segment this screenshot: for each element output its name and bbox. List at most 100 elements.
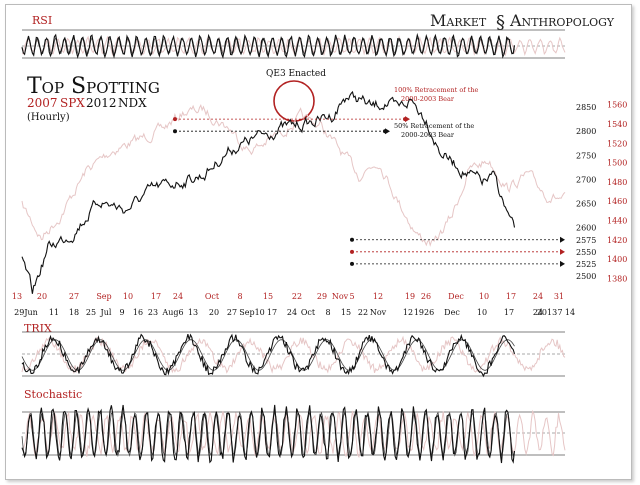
retr50-line1: 50% Retracement of the bbox=[394, 122, 474, 130]
spx-tick-1420: 1420 bbox=[607, 236, 627, 245]
x-tick-2012-2: 18 bbox=[69, 308, 79, 317]
x-tick-2012-14: 24 bbox=[287, 308, 297, 317]
ndx-tick-2500: 2500 bbox=[576, 272, 596, 281]
subtitle-prefix: 2007 bbox=[27, 96, 58, 110]
spx-tick-1480: 1480 bbox=[607, 178, 627, 187]
subtitle-suffix: NDX bbox=[118, 96, 147, 110]
x-tick-2012-3: 25 bbox=[86, 308, 96, 317]
x-tick-2007-15: 19 bbox=[405, 292, 415, 301]
x-tick-2012-8: Aug6 bbox=[161, 308, 183, 317]
ndx-tick-2650: 2650 bbox=[576, 200, 596, 209]
level-2575-dot bbox=[350, 237, 354, 242]
ndx-tick-2525: 2525 bbox=[576, 260, 596, 269]
x-tick-2007-20: 24 bbox=[533, 292, 543, 301]
x-tick-2007-4: 10 bbox=[123, 292, 133, 301]
ndx-tick-2700: 2700 bbox=[576, 175, 596, 184]
x-tick-2007-7: Oct bbox=[205, 292, 220, 301]
level-100pct-end-dot bbox=[403, 117, 407, 122]
x-tick-2012-20: 12 bbox=[403, 308, 413, 317]
x-tick-2012-19: Nov bbox=[370, 308, 387, 317]
level-2550-dot bbox=[350, 249, 354, 254]
x-tick-2012-0: 29Jun bbox=[14, 308, 38, 317]
x-tick-2007-3: Sep bbox=[96, 292, 111, 301]
ndx-tick-2600: 2600 bbox=[576, 224, 596, 233]
spx-tick-1380: 1380 bbox=[607, 274, 627, 283]
x-tick-2012-17: 15 bbox=[341, 308, 351, 317]
x-tick-2007-21: 31 bbox=[554, 292, 564, 301]
level-100pct-retracement-dot bbox=[173, 117, 177, 122]
trix-panel bbox=[21, 331, 566, 378]
chart-subtitle2: (Hourly) bbox=[27, 112, 70, 123]
x-tick-2012-11: 27 bbox=[227, 308, 237, 317]
x-tick-2007-1: 20 bbox=[37, 292, 47, 301]
oscillator-2012-line bbox=[21, 333, 516, 378]
x-tick-2007-13: 5 bbox=[349, 292, 354, 301]
series-2007-spx-line bbox=[21, 103, 566, 247]
level-2575-arrow bbox=[560, 236, 565, 243]
chart-subtitle: 2007 SPX 2012 NDX bbox=[27, 96, 147, 110]
qe3-annotation: QE3 Enacted bbox=[266, 69, 326, 79]
x-tick-2012-10: 20 bbox=[209, 308, 219, 317]
spx-tick-1560: 1560 bbox=[607, 101, 627, 110]
oscillator-2007-line bbox=[21, 35, 566, 57]
spx-tick-1400: 1400 bbox=[607, 255, 627, 264]
x-tick-2012-5: 9 bbox=[119, 308, 124, 317]
x-tick-2012-21: 1926 bbox=[414, 308, 434, 317]
rsi-label: RSI bbox=[32, 14, 52, 27]
chart-title: Top Spotting bbox=[27, 74, 160, 99]
spx-tick-1540: 1540 bbox=[607, 120, 627, 129]
x-tick-2012-16: 8 bbox=[325, 308, 330, 317]
ndx-tick-2575: 2575 bbox=[576, 236, 596, 245]
brand-symbol: § bbox=[496, 12, 505, 33]
qe3-circle bbox=[273, 80, 315, 122]
x-tick-2007-12: Nov bbox=[332, 292, 349, 301]
x-tick-2012-22: Dec bbox=[444, 308, 460, 317]
x-tick-2012-1: 11 bbox=[49, 308, 59, 317]
spx-tick-1460: 1460 bbox=[607, 197, 627, 206]
x-tick-2007-10: 22 bbox=[292, 292, 302, 301]
level-50pct-end-dot bbox=[383, 129, 387, 134]
trix-label: TRIX bbox=[24, 322, 52, 335]
ndx-tick-2800: 2800 bbox=[576, 127, 596, 136]
x-tick-2012-9: 13 bbox=[188, 308, 198, 317]
x-tick-2007-5: 17 bbox=[151, 292, 161, 301]
x-tick-2012-18: 22 bbox=[358, 308, 368, 317]
x-tick-2012-25: 24 bbox=[533, 308, 543, 317]
x-tick-2012-27: 7 bbox=[557, 308, 562, 317]
retr50-line2: 2000-2003 Bear bbox=[401, 131, 455, 139]
x-tick-2007-14: 12 bbox=[373, 292, 383, 301]
brand-right: Anthropology bbox=[509, 11, 615, 30]
ndx-tick-2850: 2850 bbox=[576, 103, 596, 112]
spx-tick-1440: 1440 bbox=[607, 216, 627, 225]
x-tick-2007-16: 26 bbox=[421, 292, 431, 301]
x-tick-2012-24: 17 bbox=[504, 308, 514, 317]
retr100-line2: 2000-2003 Bear bbox=[401, 95, 455, 103]
oscillator-2007-line bbox=[21, 335, 566, 375]
x-tick-2007-18: 10 bbox=[479, 292, 489, 301]
brand-left: Market bbox=[430, 11, 487, 30]
spx-tick-1500: 1500 bbox=[607, 159, 627, 168]
x-tick-2012-7: 23 bbox=[148, 308, 158, 317]
ndx-tick-2550: 2550 bbox=[576, 248, 596, 257]
subtitle-year2: 2012 bbox=[86, 96, 117, 110]
oscillator-2012-line bbox=[21, 404, 516, 464]
x-tick-2012-15: Oct bbox=[301, 308, 316, 317]
x-tick-2007-19: 17 bbox=[506, 292, 516, 301]
x-tick-2012-28: 14 bbox=[565, 308, 575, 317]
retr100-line1: 100% Retracement of the bbox=[394, 86, 479, 94]
x-tick-2007-8: 8 bbox=[237, 292, 242, 301]
x-tick-2012-6: 16 bbox=[133, 308, 143, 317]
ndx-tick-2750: 2750 bbox=[576, 151, 596, 160]
axes: 2850280027502700265026002575255025252500… bbox=[12, 101, 627, 317]
x-tick-2007-17: Dec bbox=[448, 292, 464, 301]
x-tick-2012-26: 2013 bbox=[537, 308, 557, 317]
x-tick-2012-12: Sep10 bbox=[239, 308, 265, 317]
level-2525-dot bbox=[350, 261, 354, 266]
rsi-panel bbox=[21, 29, 566, 59]
x-tick-2012-13: 17 bbox=[267, 308, 277, 317]
x-tick-2007-11: 29 bbox=[317, 292, 327, 301]
x-tick-2007-6: 24 bbox=[173, 292, 183, 301]
level-2525-arrow bbox=[560, 260, 565, 267]
